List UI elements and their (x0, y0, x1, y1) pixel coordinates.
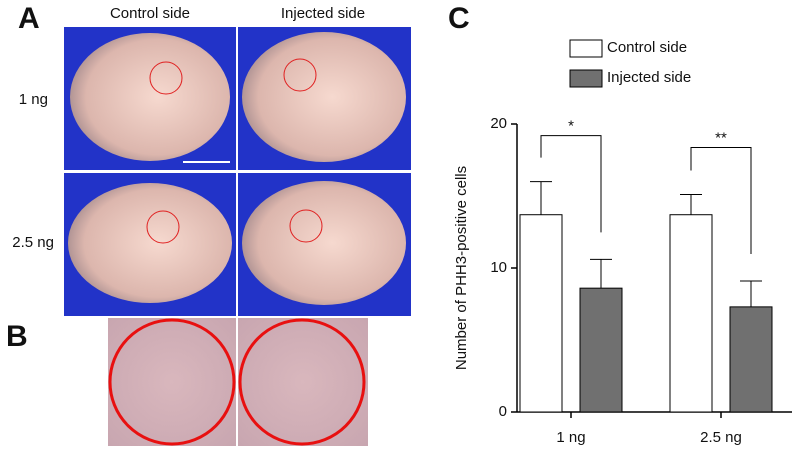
y-tick-label: 0 (499, 403, 507, 420)
row-label: 2.5 ng (12, 234, 54, 251)
legend-swatch (569, 39, 603, 58)
y-axis-label: Number of PHH3-positive cells (453, 166, 470, 370)
legend-swatch (569, 69, 603, 88)
panel-label: C (448, 2, 470, 35)
significance-bracket (690, 147, 752, 254)
bar (579, 287, 623, 413)
column-label: Injected side (281, 5, 365, 22)
panel-label: B (6, 320, 28, 353)
photo-grid (64, 27, 411, 316)
column-label: Control side (110, 5, 190, 22)
bar (729, 306, 773, 413)
bar (669, 214, 713, 413)
significance-label: ** (715, 130, 727, 147)
significance-label: * (568, 118, 574, 135)
significance-bracket (540, 135, 602, 233)
row-label: 1 ng (19, 91, 48, 108)
y-tick-label: 10 (490, 259, 507, 276)
panel-label: A (18, 2, 40, 35)
x-tick-label: 1 ng (556, 429, 585, 446)
y-tick-label: 20 (490, 115, 507, 132)
zoom-photos (108, 318, 368, 446)
bar (519, 214, 563, 413)
x-tick-label: 2.5 ng (700, 429, 742, 446)
bar-chart: 0 10 20 Control side Injected side 1 ng * 2.5 n… (490, 39, 792, 446)
legend-label: Injected side (607, 69, 691, 86)
legend-label: Control side (607, 39, 687, 56)
